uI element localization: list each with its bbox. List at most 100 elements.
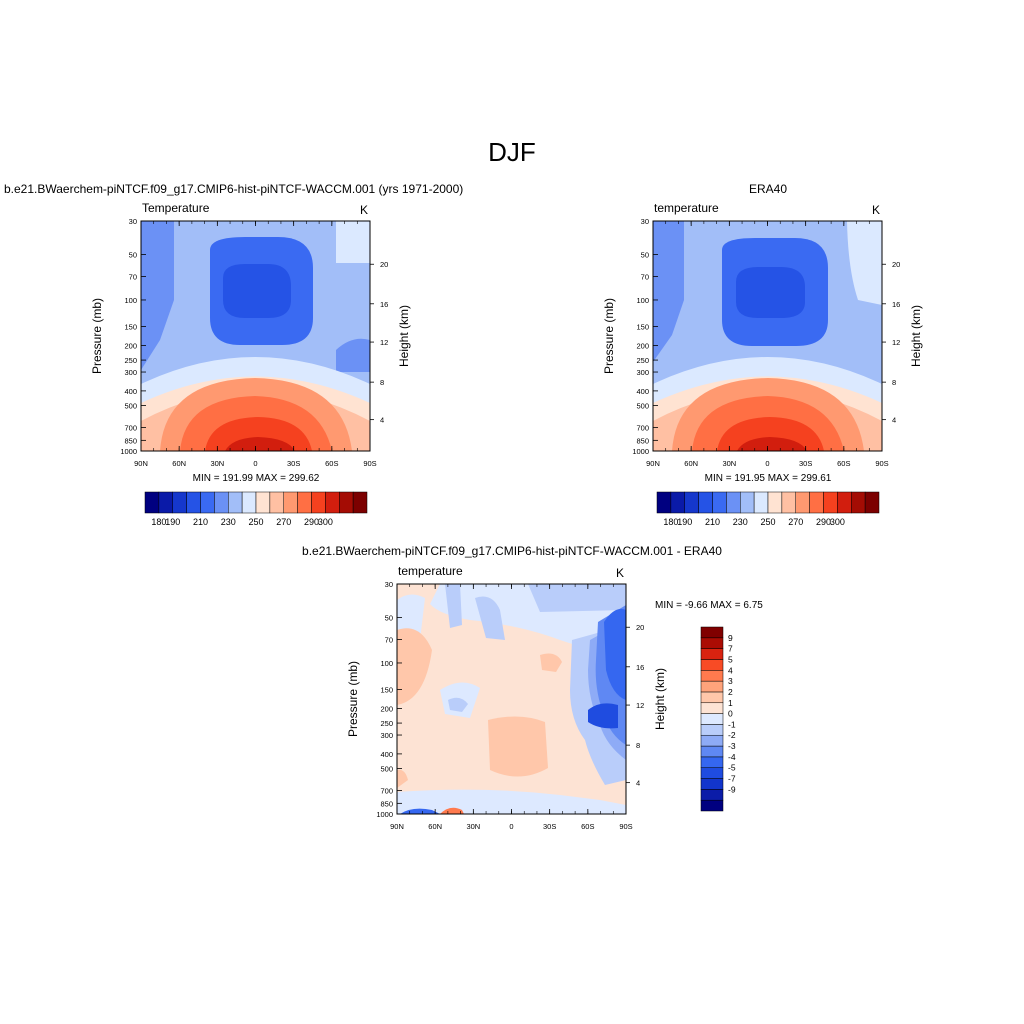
y-right-tick-label: 20 — [892, 260, 900, 269]
colorbar-swatch — [700, 670, 724, 682]
colorbar-swatch — [700, 724, 724, 736]
colorbar-swatch — [740, 491, 755, 514]
y-tick-label: 700 — [124, 424, 137, 433]
y-right-axis-label: Height (km) — [653, 668, 667, 730]
colorbar-tick-label: 300 — [830, 517, 845, 527]
panel-obs-subtitle-right: K — [872, 203, 880, 217]
colorbar-tick-label: 210 — [193, 517, 208, 527]
panel-diff-axes: 30 50 70 100 150 200 250 300 400 500 700 850 1000 20 1… — [346, 580, 667, 831]
y-tick-label: 500 — [636, 402, 649, 411]
figure-title: DJF — [488, 137, 536, 167]
colorbar-swatch — [700, 745, 724, 758]
x-tick-label: 60N — [684, 459, 698, 468]
colorbar-tick-label: -3 — [728, 741, 736, 751]
colorbar-swatch — [186, 491, 201, 514]
x-tick-label: 90N — [390, 822, 404, 831]
y-tick-label: 200 — [124, 341, 137, 350]
colorbar-swatch — [700, 637, 724, 649]
contour-diff-neg1-a — [445, 584, 462, 628]
colorbar-tick-label: 230 — [733, 517, 748, 527]
contour-model-polar-light — [336, 221, 370, 263]
colorbar-swatch — [158, 491, 173, 514]
x-tick-label: 30S — [287, 459, 300, 468]
colorbar-swatch — [698, 491, 713, 514]
colorbar-tick-label: 270 — [788, 517, 803, 527]
panel-obs-contours — [653, 221, 882, 451]
x-tick-label: 0 — [253, 459, 257, 468]
x-tick-label: 60N — [428, 822, 442, 831]
y-right-tick-label: 8 — [892, 378, 896, 387]
y-tick-label: 200 — [636, 341, 649, 350]
panel-obs: ERA40 temperature K 30507010015020025030… — [602, 182, 923, 527]
y-tick-label: 300 — [380, 731, 393, 740]
y-tick-label: 50 — [641, 251, 649, 260]
y-tick-label: 30 — [129, 217, 137, 226]
y-tick-label: 50 — [129, 251, 137, 260]
colorbar-tick-label: 190 — [677, 517, 692, 527]
colorbar-swatch — [228, 491, 243, 514]
contour-model-band-295 — [225, 437, 295, 451]
y-tick-label: 70 — [641, 273, 649, 282]
y-tick-label: 400 — [124, 387, 137, 396]
x-tick-label: 90S — [875, 459, 888, 468]
colorbar-swatch — [684, 491, 699, 514]
y-right-tick-label: 20 — [380, 260, 388, 269]
contour-diff-tropical-pos — [488, 716, 548, 777]
x-tick-label: 30S — [543, 822, 556, 831]
y-right-tick-label: 16 — [892, 300, 900, 309]
panel-model-title: b.e21.BWaerchem-piNTCF.f09_g17.CMIP6-his… — [4, 182, 463, 196]
y-right-axis-label: Height (km) — [909, 305, 923, 367]
panel-obs-min-max: MIN = 191.95 MAX = 299.61 — [705, 473, 832, 484]
panel-diff-title: b.e21.BWaerchem-piNTCF.f09_g17.CMIP6-his… — [302, 544, 722, 558]
colorbar-swatch — [656, 491, 672, 514]
colorbar-tick-label: 3 — [728, 676, 733, 686]
colorbar-swatch — [700, 691, 724, 704]
colorbar-tick-label: 210 — [705, 517, 720, 527]
colorbar-tick-label: -7 — [728, 774, 736, 784]
contour-diff-neg1-b — [475, 596, 505, 640]
y-right-axis-label: Height (km) — [397, 305, 411, 367]
contour-diff-sh-neg5 — [588, 703, 618, 729]
colorbar-swatch — [712, 491, 727, 514]
panel-diff-min-max: MIN = -9.66 MAX = 6.75 — [655, 600, 763, 611]
colorbar-swatch — [700, 626, 724, 639]
y-axis-label: Pressure (mb) — [90, 298, 104, 374]
contour-diff-neg1-c — [528, 584, 626, 612]
colorbar-tick-label: 2 — [728, 687, 733, 697]
panel-obs-subtitle-left: temperature — [654, 201, 719, 215]
panel-model: b.e21.BWaerchem-piNTCF.f09_g17.CMIP6-his… — [4, 182, 463, 527]
x-tick-label: 0 — [765, 459, 769, 468]
y-tick-label: 1000 — [632, 447, 649, 456]
colorbar-tick-label: -9 — [728, 784, 736, 794]
colorbar-tick-label: 4 — [728, 665, 733, 675]
x-tick-label: 90S — [363, 459, 376, 468]
y-tick-label: 30 — [385, 580, 393, 589]
x-tick-label: 0 — [509, 822, 513, 831]
colorbar-swatch — [851, 491, 866, 514]
colorbar-swatch — [781, 491, 796, 514]
y-right-tick-label: 4 — [892, 416, 896, 425]
y-tick-label: 200 — [380, 704, 393, 713]
x-tick-label: 30N — [466, 822, 480, 831]
colorbar-swatch — [837, 491, 852, 514]
contour-diff-pos-small — [540, 653, 562, 672]
colorbar-swatch — [311, 491, 326, 514]
y-tick-label: 50 — [385, 614, 393, 623]
y-tick-label: 300 — [636, 368, 649, 377]
colorbar-swatch — [753, 491, 769, 514]
y-axis-label: Pressure (mb) — [346, 661, 360, 737]
colorbar-swatch — [726, 491, 741, 514]
colorbar-tick-label: 7 — [728, 644, 733, 654]
y-right-tick-label: 16 — [636, 663, 644, 672]
colorbar-tick-label: 290 — [816, 517, 831, 527]
colorbar-swatch — [700, 799, 724, 812]
contour-diff-mid-neg2 — [448, 697, 468, 712]
y-right-tick-label: 8 — [636, 741, 640, 750]
y-tick-label: 150 — [124, 323, 137, 332]
colorbar-swatch — [700, 680, 724, 693]
panel-model-subtitle-left: Temperature — [142, 201, 210, 215]
